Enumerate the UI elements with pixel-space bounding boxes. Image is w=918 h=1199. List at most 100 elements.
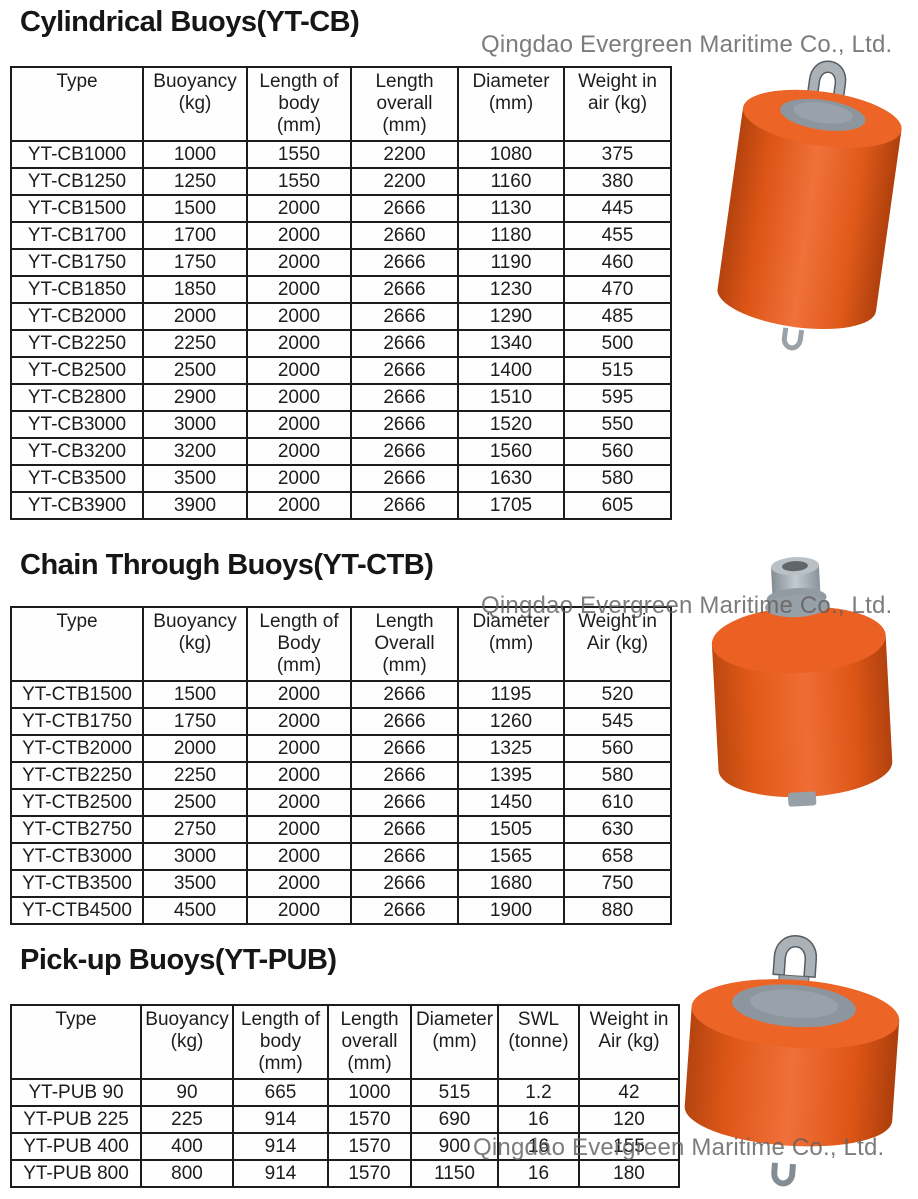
table-cell: 2000: [142, 734, 248, 763]
table-cell: 155: [578, 1132, 680, 1161]
table-cell: 2666: [350, 329, 459, 358]
table-cell: 550: [563, 410, 672, 439]
table-cell: YT-CTB2750: [10, 815, 144, 844]
column-header: Length of Body (mm): [246, 606, 352, 682]
table-cell: 2000: [246, 248, 352, 277]
table-cell: 2250: [142, 761, 248, 790]
table-cell: 2666: [350, 869, 459, 898]
table-cell: 1510: [457, 383, 565, 412]
bottom-eyelet-icon: [781, 327, 805, 351]
table-cell: 2000: [246, 356, 352, 385]
shackle-icon: [772, 935, 818, 978]
table-cell: 1500: [142, 194, 248, 223]
table-cell: 2666: [350, 410, 459, 439]
table-cell: 2000: [246, 329, 352, 358]
table-cell: 1680: [457, 869, 565, 898]
table-cell: 2666: [350, 788, 459, 817]
table-cell: 658: [563, 842, 672, 871]
section-title-cylindrical-buoys: Cylindrical Buoys(YT-CB): [20, 6, 360, 38]
table-cell: 1130: [457, 194, 565, 223]
table-cell: 1500: [142, 680, 248, 709]
section-title-pickup-buoys: Pick-up Buoys(YT-PUB): [20, 944, 337, 976]
column-header: Type: [10, 1004, 142, 1080]
table-cell: 2000: [246, 464, 352, 493]
table-cell: YT-CB2250: [10, 329, 144, 358]
table-cell: 1560: [457, 437, 565, 466]
table-cell: 400: [140, 1132, 234, 1161]
table-cell: 16: [497, 1132, 580, 1161]
table-cell: 605: [563, 491, 672, 520]
table-cell: 1260: [457, 707, 565, 736]
watermark-text: Qingdao Evergreen Maritime Co., Ltd.: [473, 1134, 885, 1161]
column-header: Diameter (mm): [410, 1004, 499, 1080]
column-header: Diameter (mm): [457, 606, 565, 682]
table-cell: 445: [563, 194, 672, 223]
table-cell: 1705: [457, 491, 565, 520]
section-title-chain-through-buoys: Chain Through Buoys(YT-CTB): [20, 549, 434, 581]
cylindrical-buoy-image: [706, 56, 914, 356]
table-cell: 2666: [350, 383, 459, 412]
table-cell: 2660: [350, 221, 459, 250]
table-cell: 2500: [142, 356, 248, 385]
table-cell: 750: [563, 869, 672, 898]
column-header: Length overall (mm): [327, 1004, 412, 1080]
cylindrical-buoys-table: Type Buoyancy (kg) Length of body (mm) Leng…: [10, 66, 672, 520]
table-cell: 16: [497, 1159, 580, 1188]
table-row: YT-CTB2750 2750 2000 2666 1505 630: [10, 815, 672, 844]
table-cell: YT-CB1500: [10, 194, 144, 223]
table-cell: 2900: [142, 383, 248, 412]
table-cell: YT-CB1850: [10, 275, 144, 304]
table-row: YT-CB2000 2000 2000 2666 1290 485: [10, 302, 672, 331]
table-cell: YT-CTB2250: [10, 761, 144, 790]
table-cell: 2000: [246, 491, 352, 520]
table-cell: 610: [563, 788, 672, 817]
table-cell: 2000: [246, 707, 352, 736]
table-cell: 2000: [246, 275, 352, 304]
table-cell: 1850: [142, 275, 248, 304]
table-cell: 2000: [246, 194, 352, 223]
table-row: YT-CTB3500 3500 2000 2666 1680 750: [10, 869, 672, 898]
table-cell: 3500: [142, 464, 248, 493]
table-cell: 485: [563, 302, 672, 331]
table-cell: 1340: [457, 329, 565, 358]
table-cell: 470: [563, 275, 672, 304]
table-cell: 580: [563, 464, 672, 493]
table-cell: 3000: [142, 410, 248, 439]
table-cell: 2666: [350, 761, 459, 790]
table-cell: 1570: [327, 1159, 412, 1188]
table-row: YT-CB2800 2900 2000 2666 1510 595: [10, 383, 672, 412]
table-cell: 4500: [142, 896, 248, 925]
table-row: YT-CB2250 2250 2000 2666 1340 500: [10, 329, 672, 358]
table-cell: 1290: [457, 302, 565, 331]
table-cell: 2200: [350, 140, 459, 169]
table-cell: YT-PUB 400: [10, 1132, 142, 1161]
table-cell: 2000: [142, 302, 248, 331]
table-cell: 2000: [246, 896, 352, 925]
table-row: YT-CTB1750 1750 2000 2666 1260 545: [10, 707, 672, 736]
table-row: YT-CB3900 3900 2000 2666 1705 605: [10, 491, 672, 520]
table-cell: 2000: [246, 842, 352, 871]
table-cell: 1080: [457, 140, 565, 169]
table-row: YT-CB3200 3200 2000 2666 1560 560: [10, 437, 672, 466]
table-row: YT-CB3500 3500 2000 2666 1630 580: [10, 464, 672, 493]
table-cell: 2000: [246, 761, 352, 790]
table-cell: YT-CTB4500: [10, 896, 144, 925]
table-cell: 3200: [142, 437, 248, 466]
table-row: YT-CB1850 1850 2000 2666 1230 470: [10, 275, 672, 304]
table-cell: 515: [563, 356, 672, 385]
table-cell: 1150: [410, 1159, 499, 1188]
table-cell: 90: [140, 1078, 234, 1107]
column-header: Length Overall (mm): [350, 606, 459, 682]
table-cell: 914: [232, 1132, 329, 1161]
table-cell: YT-CB1750: [10, 248, 144, 277]
table-row: YT-CTB4500 4500 2000 2666 1900 880: [10, 896, 672, 925]
table-cell: 2000: [246, 788, 352, 817]
table-cell: 1630: [457, 464, 565, 493]
table-cell: 460: [563, 248, 672, 277]
table-cell: 2000: [246, 734, 352, 763]
table-cell: 880: [563, 896, 672, 925]
column-header: Length of body (mm): [232, 1004, 329, 1080]
table-cell: 500: [563, 329, 672, 358]
table-cell: 1.2: [497, 1078, 580, 1107]
table-cell: 1190: [457, 248, 565, 277]
